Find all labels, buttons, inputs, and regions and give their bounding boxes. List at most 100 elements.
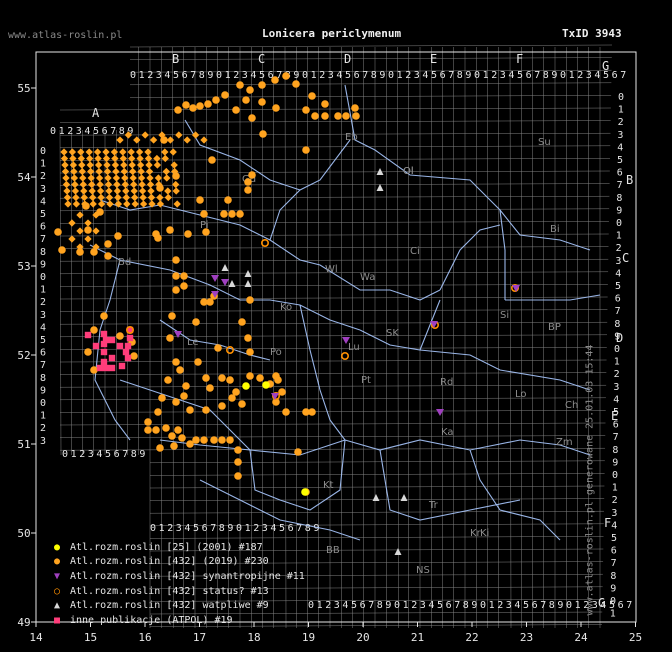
grid-digit: 7: [620, 70, 626, 81]
grid-digit: 0: [40, 146, 46, 157]
record-diamond: [86, 161, 94, 169]
grid-line: [59, 233, 609, 237]
record-square: [92, 342, 100, 350]
record-diamond: [113, 187, 122, 195]
record-diamond: [163, 174, 171, 182]
record-diamond: [128, 154, 136, 163]
record-diamond: [116, 136, 124, 144]
record-diamond: [104, 180, 113, 189]
record-diamond: [120, 167, 128, 176]
grid-digit: 9: [293, 70, 299, 81]
record-triangle-down: [512, 285, 520, 292]
grid-line: [397, 46, 399, 629]
border-line: [499, 209, 506, 300]
grid-line: [129, 95, 612, 98]
record-diamond: [161, 148, 169, 156]
grid-digit: 8: [616, 193, 622, 204]
border-line: [344, 84, 591, 251]
region-label: Kr: [470, 528, 482, 539]
record-circle: [278, 388, 286, 396]
grid-digit: 6: [102, 126, 108, 137]
grid-digit: 4: [613, 394, 619, 405]
grid-line: [149, 473, 605, 476]
grid-digit: 0: [388, 70, 394, 81]
grid-digit: 3: [40, 310, 46, 321]
record-triangle-down: [342, 337, 350, 344]
region-label: Ch: [565, 400, 578, 411]
grid-line: [59, 271, 609, 275]
grid-digit: 0: [40, 272, 46, 283]
record-circle: [294, 448, 302, 456]
record-diamond: [102, 154, 111, 163]
grid-line: [149, 523, 604, 527]
record-diamond: [77, 148, 85, 156]
record-square: [124, 354, 132, 362]
record-circle: [308, 408, 316, 416]
lon-tick-label: 21: [411, 631, 424, 644]
record-circle: [166, 226, 174, 234]
lat-tick-label: 52: [17, 349, 30, 362]
record-diamond: [127, 148, 135, 156]
record-diamond: [172, 180, 180, 189]
grid-digit: 4: [594, 70, 600, 81]
record-circle: [272, 398, 280, 406]
record-circle: [184, 230, 192, 238]
grid-digit: 2: [40, 423, 46, 434]
grid-digit: 9: [610, 583, 616, 594]
record-diamond: [95, 167, 103, 176]
record-diamond: [106, 200, 114, 208]
grid-digit: 1: [397, 70, 403, 81]
grid-line: [149, 510, 604, 514]
lon-tick-label: 16: [138, 631, 151, 644]
grid-digit: 7: [448, 70, 454, 81]
record-circle: [172, 286, 180, 294]
record-diamond: [172, 187, 180, 195]
record-diamond: [85, 148, 93, 156]
site-label[interactable]: www.atlas-roslin.pl: [8, 30, 123, 41]
grid-digit: 9: [616, 205, 622, 216]
grid-digit: 6: [268, 70, 274, 81]
border-line: [299, 304, 346, 441]
grid-line: [129, 57, 612, 60]
record-diamond: [175, 131, 183, 139]
record-circle: [218, 402, 226, 410]
record-diamond: [88, 180, 96, 189]
grid-digit: 8: [119, 126, 125, 137]
grid-digit: 7: [534, 70, 540, 81]
record-square: [102, 364, 110, 372]
grid-digit: 4: [250, 70, 256, 81]
record-diamond: [79, 174, 87, 182]
record-circle: [130, 352, 138, 360]
grid-digit: 1: [614, 357, 620, 368]
record-triangle-down: [211, 275, 219, 282]
atpol-letter: E: [611, 409, 618, 423]
grid-digit: 9: [127, 126, 133, 137]
grid-digit: 8: [610, 571, 616, 582]
region-label: Bd: [118, 257, 131, 268]
border-line: [199, 479, 361, 541]
grid-digit: 5: [617, 155, 623, 166]
lon-tick-label: 22: [465, 631, 478, 644]
grid-digit: 1: [317, 600, 323, 611]
grid-digit: 7: [540, 600, 546, 611]
border-line: [439, 224, 501, 291]
record-circle: [180, 282, 188, 290]
record-diamond: [164, 193, 172, 202]
record-circle: [238, 318, 246, 326]
grid-digit: 1: [245, 523, 251, 534]
grid-line: [59, 447, 606, 451]
grid-digit: 4: [96, 449, 102, 460]
record-diamond: [63, 187, 71, 195]
region-label: Wa: [360, 272, 375, 283]
record-circle: [228, 210, 236, 218]
record-diamond: [84, 219, 92, 227]
grid-line: [59, 296, 608, 300]
record-circle: [200, 210, 208, 218]
grid-line: [509, 46, 512, 629]
grid-digit: 3: [40, 436, 46, 447]
record-diamond: [191, 131, 200, 139]
grid-digit: 3: [242, 70, 248, 81]
grid-digit: 8: [463, 600, 469, 611]
grid-digit: 8: [131, 449, 137, 460]
